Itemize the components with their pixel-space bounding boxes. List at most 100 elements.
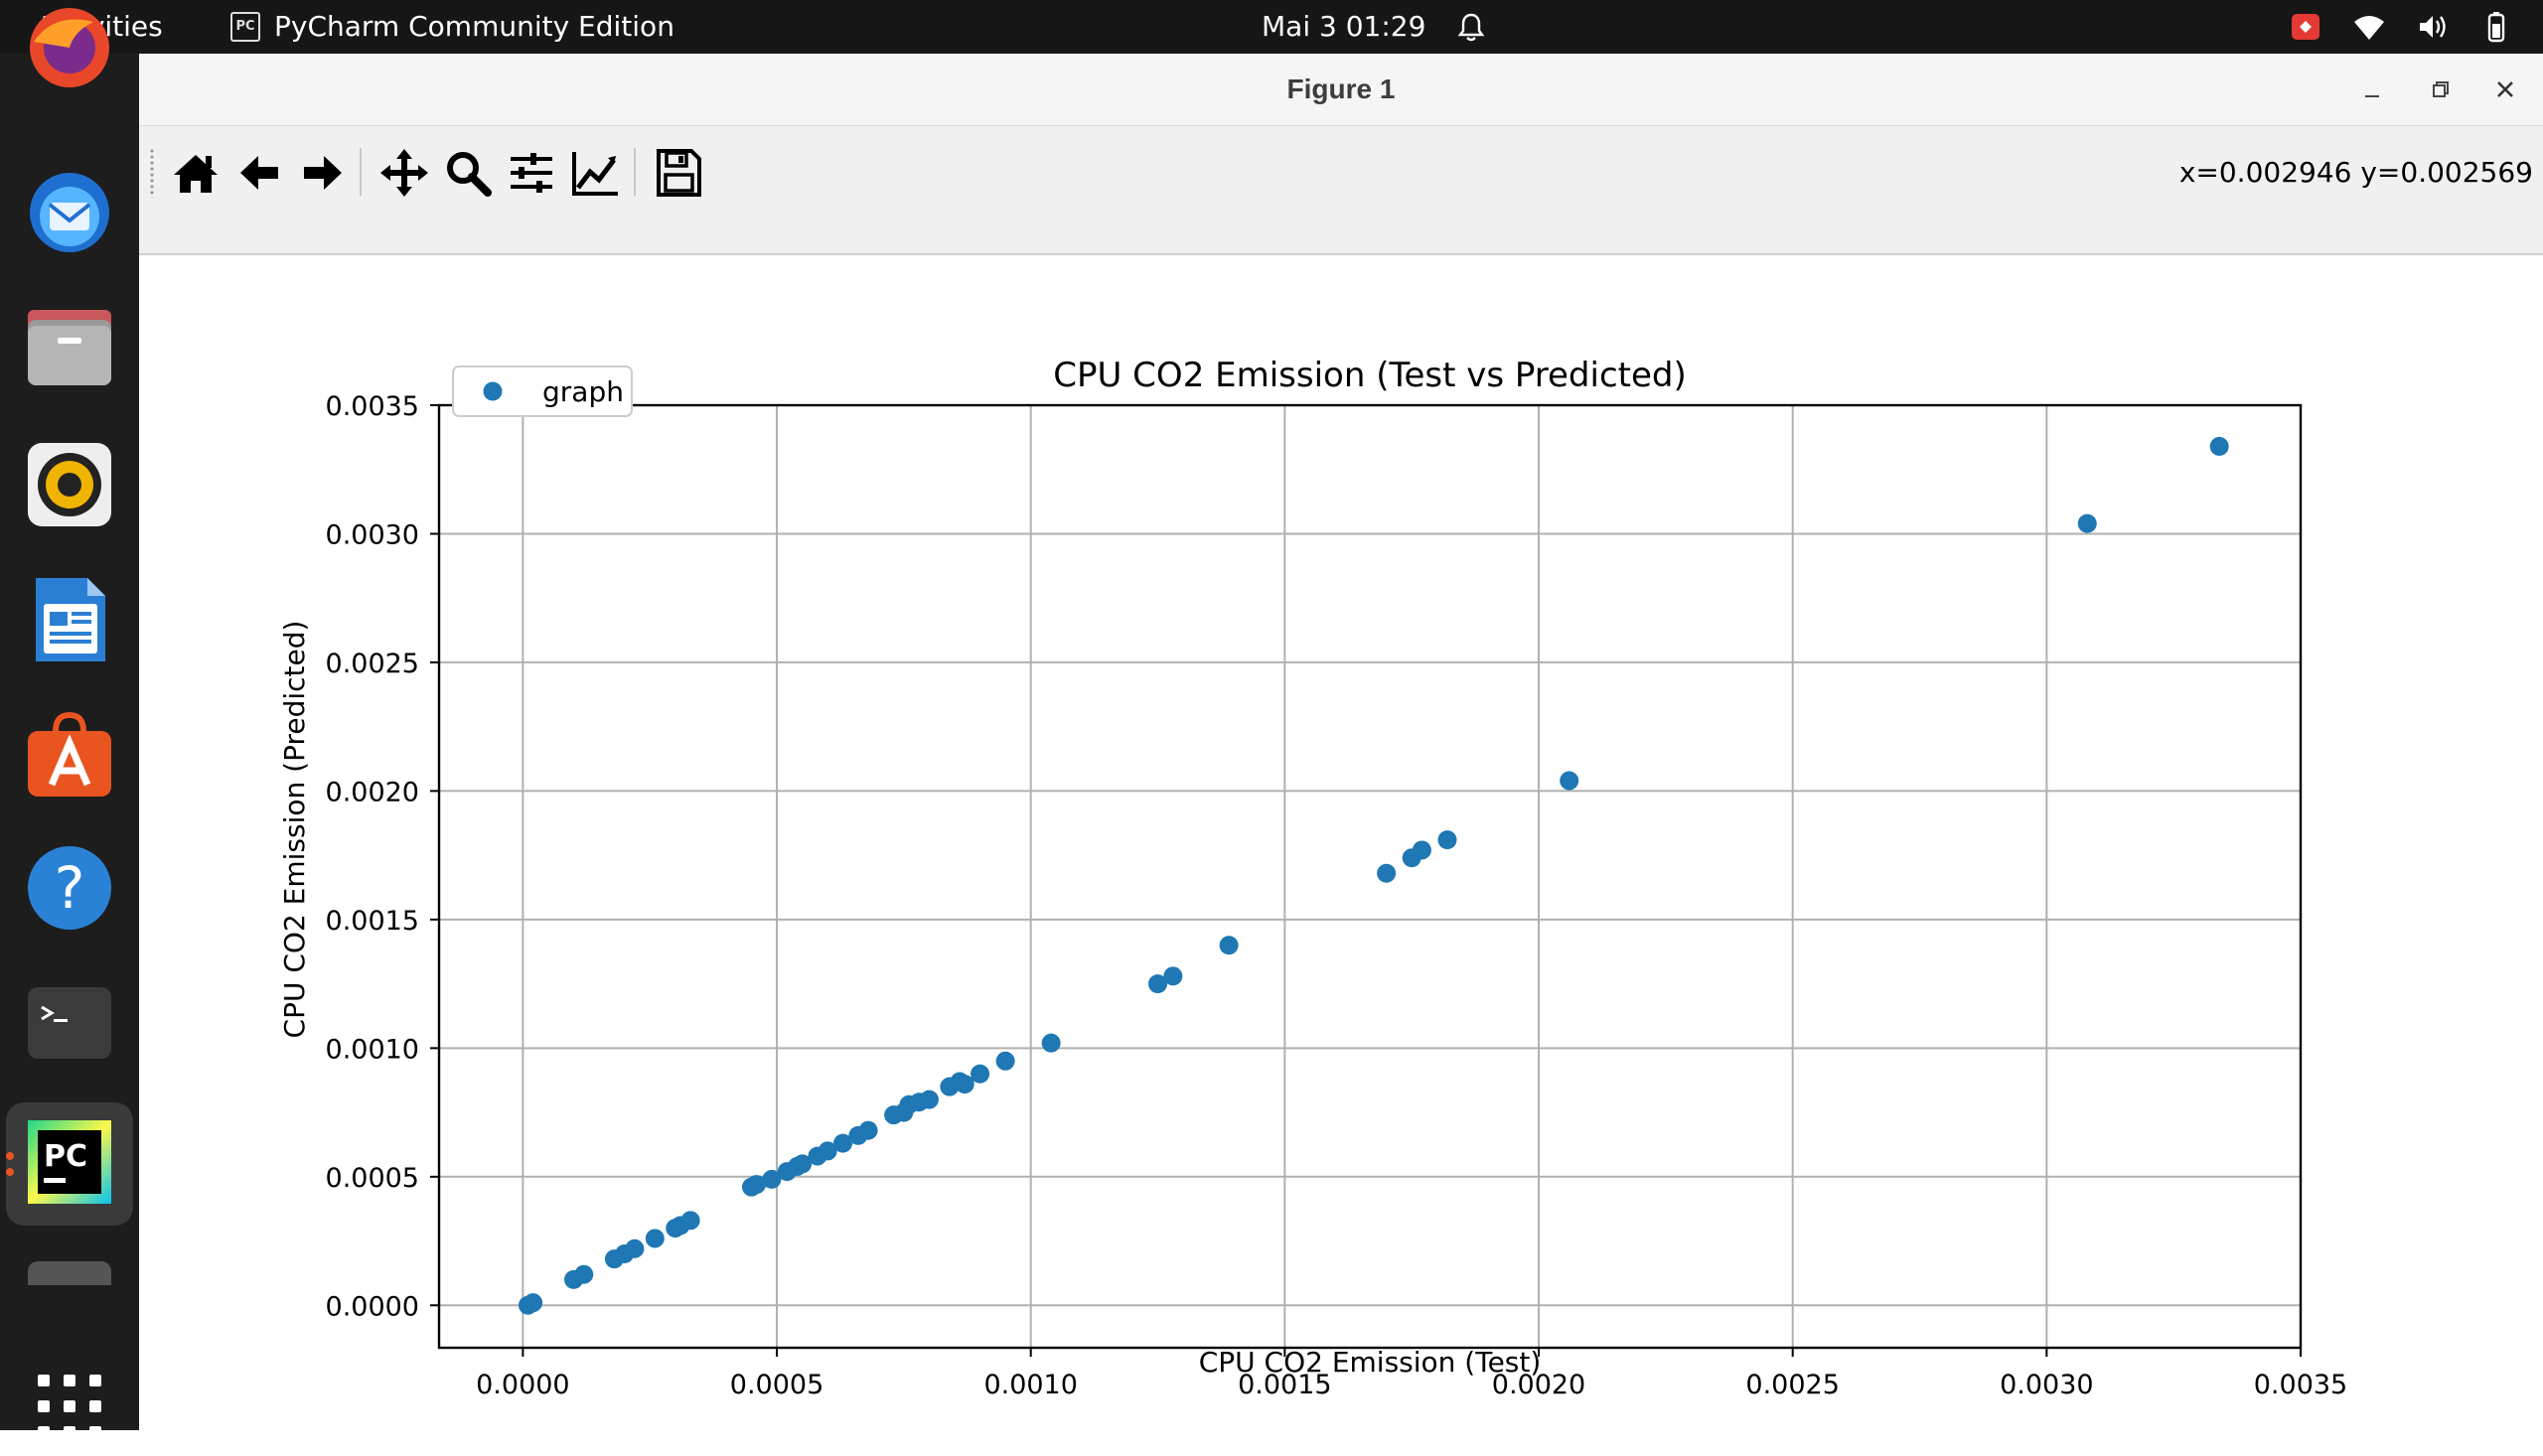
data-point xyxy=(524,1293,543,1313)
data-point xyxy=(858,1120,878,1140)
y-tick-label: 0.0020 xyxy=(326,777,419,807)
legend-label: graph xyxy=(542,375,624,408)
app-menu[interactable]: PC PyCharm Community Edition xyxy=(230,0,674,54)
data-point xyxy=(919,1090,939,1109)
save-icon[interactable] xyxy=(650,144,707,202)
svg-text:?: ? xyxy=(55,854,85,922)
y-tick-label: 0.0030 xyxy=(326,519,419,550)
y-tick-label: 0.0025 xyxy=(326,649,419,679)
data-point xyxy=(1219,936,1239,955)
forward-arrow-icon[interactable] xyxy=(294,144,352,202)
scatter-plot[interactable]: 0.0000 0.0000 0.0005 0.0005 0.0010 0.0010 0.00… xyxy=(139,255,2543,1430)
matplotlib-toolbar: x=0.002946 y=0.002569 xyxy=(139,126,2543,255)
tick-marks: 0.0000 0.0000 0.0005 0.0005 0.0010 0.0010 0.00… xyxy=(326,391,2348,1400)
data-point xyxy=(971,1064,990,1084)
y-tick-label: 0.0015 xyxy=(326,906,419,937)
help-icon[interactable]: ? xyxy=(24,842,115,934)
data-point xyxy=(1412,840,1431,860)
toolbar-grip-icon[interactable] xyxy=(149,148,155,198)
legend-box xyxy=(452,365,633,417)
battery-icon[interactable] xyxy=(2479,10,2513,44)
data-point xyxy=(955,1075,974,1094)
maximize-icon[interactable] xyxy=(2424,73,2456,105)
data-point xyxy=(1041,1033,1061,1053)
app-menu-label: PyCharm Community Edition xyxy=(274,10,674,43)
legend-marker xyxy=(483,381,503,401)
x-tick-label: 0.0030 xyxy=(2000,1370,2093,1400)
figure-window: Figure 1 xyxy=(139,54,2543,1430)
data-point xyxy=(762,1169,782,1189)
data-point xyxy=(818,1141,837,1161)
pycharm-icon[interactable]: PC xyxy=(24,1116,115,1208)
pycharm-small-icon: PC xyxy=(230,12,260,42)
toolbar-separator xyxy=(634,148,636,196)
y-tick-label: 0.0035 xyxy=(326,391,419,422)
y-tick-label: 0.0000 xyxy=(326,1291,419,1322)
window-title: Figure 1 xyxy=(1286,73,1396,104)
clock[interactable]: Mai 3 01:29 xyxy=(1262,10,1426,43)
x-tick-label: 0.0025 xyxy=(1745,1370,1839,1400)
grid-lines xyxy=(439,404,2302,1348)
data-points xyxy=(518,436,2229,1315)
figure-canvas[interactable]: 0.0000 0.0000 0.0005 0.0005 0.0010 0.0010 0.00… xyxy=(139,255,2543,1430)
y-tick-label: 0.0005 xyxy=(326,1163,419,1194)
subplots-icon[interactable] xyxy=(503,144,560,202)
x-axis-label: CPU CO2 Emission (Test) xyxy=(1199,1346,1542,1379)
pan-icon[interactable] xyxy=(375,144,433,202)
x-tick-label: 0.0000 xyxy=(476,1370,569,1400)
data-point xyxy=(1148,974,1168,994)
app-center-icon[interactable] xyxy=(24,709,115,801)
rhythmbox-icon[interactable] xyxy=(24,439,115,530)
x-tick-label: 0.0005 xyxy=(730,1370,823,1400)
data-point xyxy=(1163,966,1183,986)
running-indicator xyxy=(6,1152,14,1160)
thunderbird-icon[interactable] xyxy=(24,165,115,256)
top-bar: Activities PC PyCharm Community Edition … xyxy=(0,0,2543,54)
show-apps-icon[interactable] xyxy=(24,1361,115,1452)
files-icon[interactable] xyxy=(24,302,115,393)
data-point xyxy=(995,1051,1015,1071)
window-titlebar[interactable]: Figure 1 xyxy=(139,54,2543,126)
dock-overflow-item[interactable] xyxy=(24,1255,115,1285)
system-tray[interactable] xyxy=(2289,0,2513,54)
svg-text:PC: PC xyxy=(44,1139,87,1174)
data-point xyxy=(1437,830,1457,850)
data-point xyxy=(680,1211,700,1231)
x-tick-label: 0.0035 xyxy=(2254,1370,2347,1400)
y-axis-label: CPU CO2 Emission (Predicted) xyxy=(278,621,311,1039)
data-point xyxy=(1560,771,1579,791)
notification-bell-icon[interactable] xyxy=(1454,10,1488,44)
x-tick-label: 0.0015 xyxy=(1238,1370,1331,1400)
y-tick-label: 0.0010 xyxy=(326,1034,419,1065)
dock: ? PC xyxy=(0,8,139,1438)
cursor-coordinates: x=0.002946 y=0.002569 xyxy=(2178,156,2533,189)
wifi-icon[interactable] xyxy=(2352,10,2386,44)
data-point xyxy=(793,1154,813,1174)
close-icon[interactable] xyxy=(2489,73,2521,105)
data-point xyxy=(574,1264,594,1284)
edit-axes-icon[interactable] xyxy=(566,144,624,202)
minimize-icon[interactable] xyxy=(2356,73,2388,105)
firefox-icon[interactable] xyxy=(24,2,115,93)
terminal-icon[interactable] xyxy=(24,977,115,1069)
home-icon[interactable] xyxy=(167,144,224,202)
data-point xyxy=(625,1238,645,1258)
back-arrow-icon[interactable] xyxy=(230,144,288,202)
data-point xyxy=(2209,436,2229,456)
data-point xyxy=(833,1133,853,1153)
data-point xyxy=(645,1229,665,1248)
running-indicator xyxy=(6,1168,14,1176)
x-tick-label: 0.0020 xyxy=(1492,1370,1585,1400)
data-point xyxy=(2077,513,2097,533)
security-app-icon[interactable] xyxy=(2289,10,2322,44)
chart-legend: graph xyxy=(452,365,633,417)
chart-title: CPU CO2 Emission (Test vs Predicted) xyxy=(1053,356,1687,395)
volume-icon[interactable] xyxy=(2416,10,2450,44)
data-point xyxy=(1377,863,1397,883)
zoom-icon[interactable] xyxy=(439,144,497,202)
libreoffice-writer-icon[interactable] xyxy=(24,574,115,665)
x-tick-label: 0.0010 xyxy=(983,1370,1077,1400)
axes-frame xyxy=(437,403,2303,1350)
axes-border xyxy=(437,403,2303,1350)
data-point xyxy=(747,1175,767,1195)
